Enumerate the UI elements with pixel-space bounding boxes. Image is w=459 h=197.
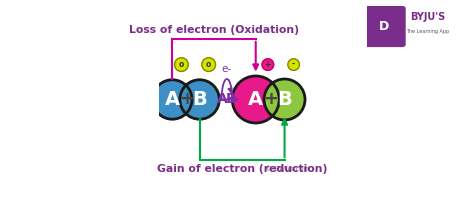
Circle shape <box>262 59 274 70</box>
Text: A: A <box>165 90 180 109</box>
Circle shape <box>174 58 188 72</box>
Text: Gain of electron (reduction): Gain of electron (reduction) <box>157 164 327 174</box>
Text: o: o <box>206 60 212 69</box>
Circle shape <box>202 58 216 72</box>
Text: e-: e- <box>222 64 232 74</box>
Text: Loss of electron (Oxidation): Loss of electron (Oxidation) <box>129 25 299 35</box>
Text: +: + <box>263 90 278 109</box>
FancyBboxPatch shape <box>363 6 406 47</box>
Circle shape <box>152 80 192 119</box>
Text: The Learning App: The Learning App <box>407 29 450 33</box>
Text: A: A <box>217 92 228 107</box>
Text: D: D <box>379 20 389 33</box>
Text: B: B <box>192 90 207 109</box>
Text: -: - <box>292 60 295 69</box>
FancyBboxPatch shape <box>367 6 457 49</box>
Text: o: o <box>179 60 184 69</box>
Text: B: B <box>277 90 292 109</box>
Circle shape <box>232 76 279 123</box>
Circle shape <box>288 59 299 70</box>
Text: © Byjus.com: © Byjus.com <box>265 166 310 172</box>
Text: A: A <box>248 90 263 109</box>
Text: B: B <box>226 92 237 107</box>
Circle shape <box>264 79 305 120</box>
Text: +: + <box>265 60 271 69</box>
Text: BYJU'S: BYJU'S <box>410 12 446 22</box>
Circle shape <box>180 80 219 119</box>
Text: +: + <box>179 90 194 109</box>
